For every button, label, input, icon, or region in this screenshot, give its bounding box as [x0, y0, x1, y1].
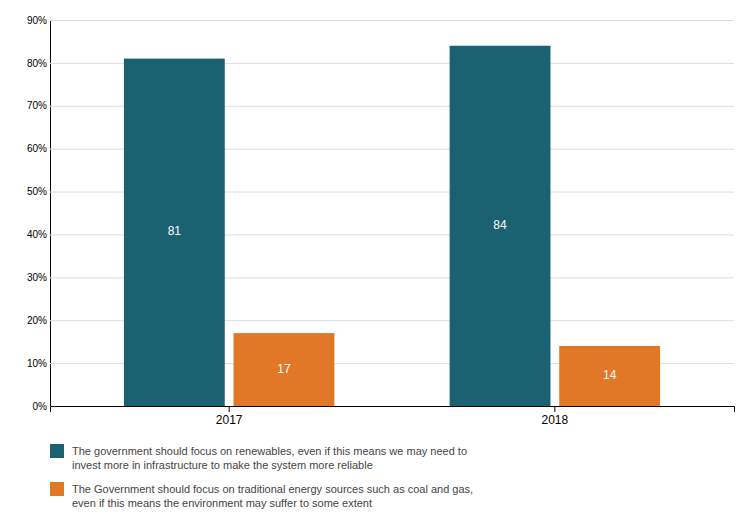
legend-item: The government should focus on renewable… — [50, 444, 467, 471]
x-tick-label: 2018 — [542, 413, 569, 427]
chart-container: 0%10%20%30%40%50%60%70%80%90%20172018818… — [0, 0, 754, 526]
data-label: 14 — [603, 368, 617, 382]
bars — [124, 46, 660, 406]
y-tick-label: 50% — [27, 186, 47, 197]
legend: The government should focus on renewable… — [50, 444, 473, 509]
bar — [450, 46, 551, 406]
y-tick-label: 90% — [27, 15, 47, 26]
y-tick-label: 30% — [27, 272, 47, 283]
y-tick-label: 10% — [27, 358, 47, 369]
bar — [124, 59, 225, 406]
y-tick-label: 80% — [27, 58, 47, 69]
legend-swatch — [50, 444, 64, 458]
data-labels: 81 84 17 14 — [168, 218, 617, 382]
y-tick-label: 20% — [27, 315, 47, 326]
x-tick: 2017 — [216, 406, 243, 427]
data-label: 81 — [168, 224, 182, 238]
data-label: 17 — [277, 362, 291, 376]
data-label: 84 — [493, 218, 507, 232]
y-tick-label: 40% — [27, 229, 47, 240]
grid-line — [50, 20, 734, 21]
y-axis-line — [50, 21, 51, 407]
bar — [234, 333, 335, 406]
x-axis-line — [51, 407, 735, 413]
bar — [559, 346, 660, 406]
legend-label: The government should focus on renewable… — [72, 445, 467, 471]
legend-label: The Government should focus on tradition… — [72, 483, 473, 509]
y-tick-label: 60% — [27, 143, 47, 154]
tick-mark — [554, 406, 555, 412]
x-axis: 2017 2018 — [51, 406, 735, 427]
plot: 0%10%20%30%40%50%60%70%80%90%20172018818… — [27, 15, 735, 427]
y-tick: 90% — [27, 15, 734, 26]
y-tick-label: 0% — [33, 401, 48, 412]
x-tick: 2018 — [542, 406, 569, 427]
tick-mark — [229, 406, 230, 412]
y-tick-label: 70% — [27, 100, 47, 111]
chart-svg: 0%10%20%30%40%50%60%70%80%90%20172018818… — [0, 0, 754, 526]
x-tick-label: 2017 — [216, 413, 243, 427]
legend-item: The Government should focus on tradition… — [50, 482, 473, 509]
y-axis: 0% 10% 20% 30% 40% 50% 60% 70% 80% 90% — [27, 15, 734, 412]
legend-swatch — [50, 482, 64, 496]
